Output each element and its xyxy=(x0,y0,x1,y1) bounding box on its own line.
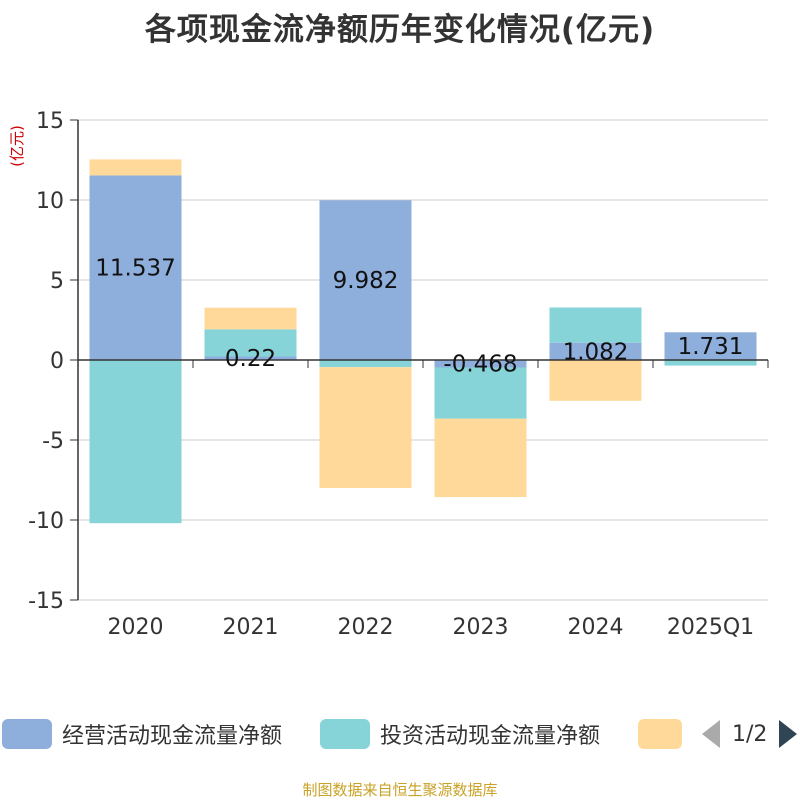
bar-financing-2021 xyxy=(204,307,297,330)
x-tick-label: 2025Q1 xyxy=(667,615,754,640)
chart-title: 各项现金流净额历年变化情况(亿元) xyxy=(144,12,656,48)
y-axis-label: (亿元) xyxy=(8,125,26,167)
legend-prev-icon[interactable] xyxy=(702,720,720,748)
data-label-operating: 0.22 xyxy=(225,346,276,372)
bar-investing-2024 xyxy=(549,307,642,343)
legend-item-investing[interactable]: 投资活动现金流量净额 xyxy=(320,716,600,752)
data-source-note: 制图数据来自恒生聚源数据库 xyxy=(302,781,498,799)
legend-swatch-financing xyxy=(638,719,682,749)
legend-swatch-operating xyxy=(2,719,52,749)
bar-operating-2021 xyxy=(204,356,297,360)
legend-next-icon[interactable] xyxy=(779,720,798,748)
bar-investing-2020 xyxy=(89,360,182,524)
data-label-operating: 1.082 xyxy=(563,339,629,365)
data-label-operating: 11.537 xyxy=(95,256,175,282)
bar-investing-2022 xyxy=(319,360,412,368)
legend-item-operating[interactable]: 经营活动现金流量净额 xyxy=(2,716,282,752)
y-tick-label: -5 xyxy=(42,429,64,454)
y-tick-label: 10 xyxy=(36,189,64,214)
bar-financing-2020 xyxy=(89,159,182,176)
data-label-operating: 1.731 xyxy=(678,334,744,360)
data-label-operating: 9.982 xyxy=(333,268,399,294)
legend-label-operating: 经营活动现金流量净额 xyxy=(62,724,283,749)
bar-operating-2025Q1 xyxy=(664,332,757,360)
y-tick-label: 15 xyxy=(36,109,64,134)
data-label-operating: -0.468 xyxy=(443,352,517,378)
bar-operating-2020 xyxy=(89,175,182,360)
bar-financing-2024 xyxy=(549,360,642,401)
bar-operating-2023 xyxy=(434,360,527,368)
bar-chart: 15 10 5 0 -5 -10 -15 (亿元) 11.537 0.22 9.982 -0.468 1… xyxy=(8,109,769,640)
legend-swatch-investing xyxy=(320,719,370,749)
bar-investing-2021 xyxy=(204,329,297,357)
x-tick-label: 2021 xyxy=(223,615,279,640)
y-tick-label: 0 xyxy=(50,349,64,374)
y-tick-label: 5 xyxy=(50,269,64,294)
bar-operating-2024 xyxy=(549,342,642,360)
legend-page-indicator: 1/2 xyxy=(732,721,768,747)
x-tick-label: 2023 xyxy=(453,615,509,640)
x-tick-label: 2024 xyxy=(568,615,624,640)
bar-financing-2022 xyxy=(319,367,412,488)
bar-investing-2025Q1 xyxy=(664,360,757,366)
bar-operating-2022 xyxy=(319,200,412,360)
x-tick-label: 2020 xyxy=(108,615,164,640)
y-tick-label: -10 xyxy=(28,509,64,534)
chart-legend: 经营活动现金流量净额 投资活动现金流量净额 xyxy=(0,716,800,752)
bar-investing-2023 xyxy=(434,367,527,419)
y-tick-label: -15 xyxy=(28,589,64,614)
x-tick-label: 2022 xyxy=(338,615,394,640)
legend-label-investing: 投资活动现金流量净额 xyxy=(380,724,601,749)
bar-financing-2023 xyxy=(434,418,527,498)
legend-pager: 1/2 xyxy=(702,719,798,749)
legend-item-financing[interactable] xyxy=(638,716,682,752)
